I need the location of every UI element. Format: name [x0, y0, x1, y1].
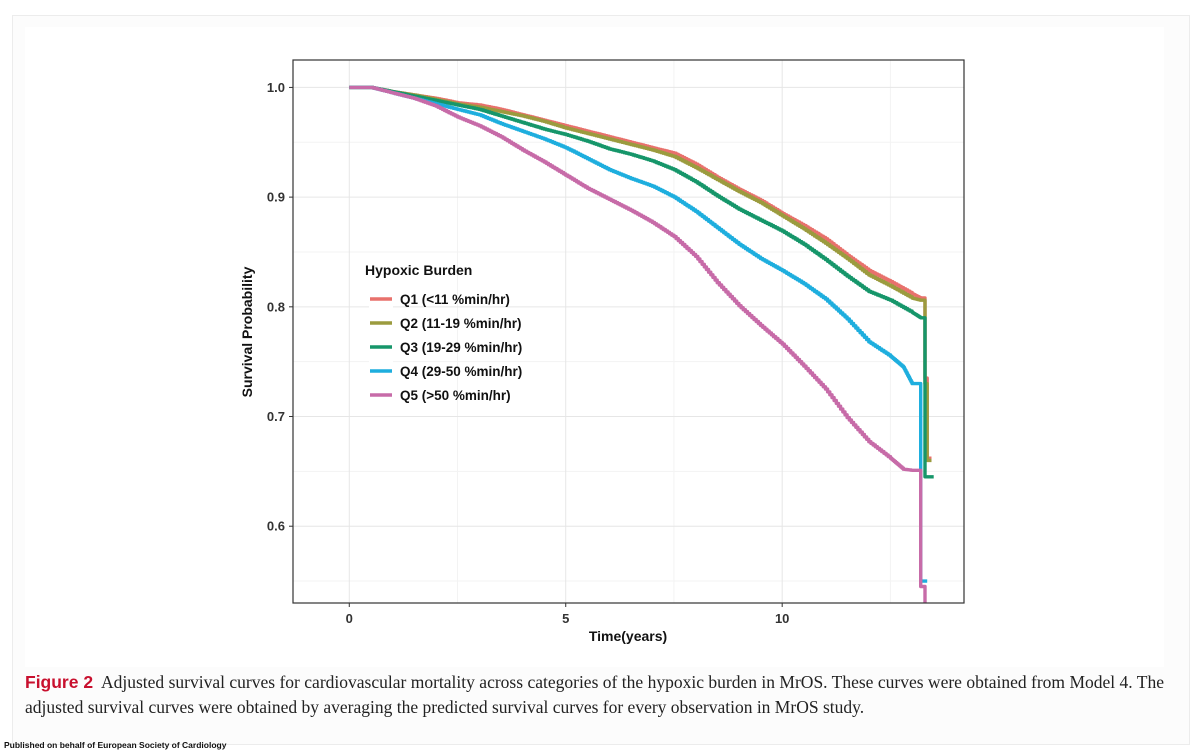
y-axis-title: Survival Probability	[239, 266, 255, 397]
x-tick-label: 5	[562, 611, 569, 626]
figure-label: Figure 2	[25, 672, 94, 692]
x-axis-title: Time(years)	[589, 628, 667, 644]
series-line-q3	[349, 85, 934, 479]
series-line-q4	[349, 85, 928, 583]
y-tick-label: 0.9	[267, 190, 285, 205]
legend-label-q4: Q4 (29-50 %min/hr)	[400, 364, 522, 379]
plot-border	[292, 59, 965, 604]
y-tick-label: 1.0	[267, 80, 285, 95]
x-tick-label: 0	[346, 611, 353, 626]
publisher-note: Published on behalf of European Society …	[4, 740, 227, 750]
y-tick-label: 0.7	[267, 409, 285, 424]
x-tick-label: 10	[775, 611, 789, 626]
y-tick-label: 0.6	[267, 519, 285, 534]
chart-panel: 0 5 10 0.6 0.7 0.8 0.9 1.0 Time(years) Survival…	[25, 27, 1164, 667]
y-tick-label: 0.8	[267, 299, 285, 314]
series-line-q5	[349, 85, 927, 603]
legend-title: Hypoxic Burden	[365, 262, 472, 278]
caption-text: Adjusted survival curves for cardiovascu…	[25, 672, 1164, 717]
figure-caption: Figure 2 Adjusted survival curves for ca…	[25, 670, 1164, 720]
legend-label-q2: Q2 (11-19 %min/hr)	[400, 316, 522, 331]
legend: Hypoxic Burden Q1 (<11 %min/hr) Q2 (11-19 …	[365, 262, 522, 405]
legend-label-q1: Q1 (<11 %min/hr)	[400, 292, 510, 307]
legend-label-q5: Q5 (>50 %min/hr)	[400, 388, 511, 403]
legend-label-q3: Q3 (19-29 %min/hr)	[400, 340, 522, 355]
survival-chart: 0 5 10 0.6 0.7 0.8 0.9 1.0 Time(years) Survival…	[25, 27, 1164, 667]
